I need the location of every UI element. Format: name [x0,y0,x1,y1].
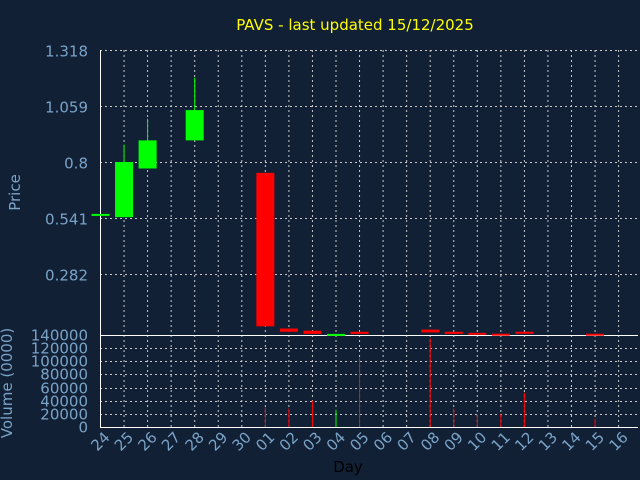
price-tick-label: 0.541 [45,211,88,229]
x-tick-label: 10 [464,428,490,454]
candle-body [303,330,322,334]
x-tick-label: 11 [488,428,514,454]
price-axis-title: Price [6,174,24,211]
price-tick-label: 1.318 [45,43,88,61]
x-tick-label: 04 [323,428,349,454]
candle-body [91,213,110,216]
price-tick-label: 0.282 [45,267,88,285]
candle-body [468,332,487,335]
price-tick-label: 0.8 [64,155,88,173]
candle-body [586,333,605,336]
candle-body [444,331,463,334]
candle-body [421,329,440,333]
x-tick-label: 06 [370,428,396,454]
x-tick-label: 29 [205,428,231,454]
volume-tick-label: 100000 [31,353,88,371]
x-tick-label: 02 [276,428,302,454]
candle-body [185,110,204,141]
x-tick-label: 09 [441,428,467,454]
x-tick-label: 27 [158,428,184,454]
candle-body [515,331,534,334]
volume-tick-label: 140000 [31,327,88,345]
x-tick-label: 16 [605,428,631,454]
x-axis-title: Day [333,458,363,476]
volume-tick-label: 80000 [40,366,88,384]
x-tick-label: 07 [393,428,419,454]
candle-body [115,162,134,218]
x-tick-label: 13 [535,428,561,454]
candle-body [350,331,369,334]
volume-tick-label: 20000 [40,406,88,424]
candle-body [256,172,275,327]
x-tick-label: 14 [558,428,584,454]
candle-body [327,333,345,336]
volume-tick-label: 120000 [31,340,88,358]
price-tick-label: 1.059 [45,99,88,117]
x-tick-label: 28 [182,428,208,454]
volume-tick-label: 60000 [40,380,88,398]
candle-body [491,333,510,336]
x-tick-label: 30 [229,428,255,454]
x-tick-label: 24 [87,428,113,454]
volume-tick-label: 0 [78,419,88,437]
volume-tick-label: 40000 [40,393,88,411]
x-tick-label: 05 [346,428,372,454]
chart-title: PAVS - last updated 15/12/2025 [236,16,474,34]
x-tick-label: 25 [111,428,137,454]
candle-body [279,328,298,332]
x-tick-label: 08 [417,428,443,454]
volume-axis-title: Volume (0000) [0,328,16,438]
x-tick-label: 01 [252,428,278,454]
candle-body [138,140,157,169]
x-tick-label: 03 [299,428,325,454]
x-tick-label: 12 [511,428,537,454]
x-tick-label: 15 [582,428,608,454]
x-tick-label: 26 [134,428,160,454]
